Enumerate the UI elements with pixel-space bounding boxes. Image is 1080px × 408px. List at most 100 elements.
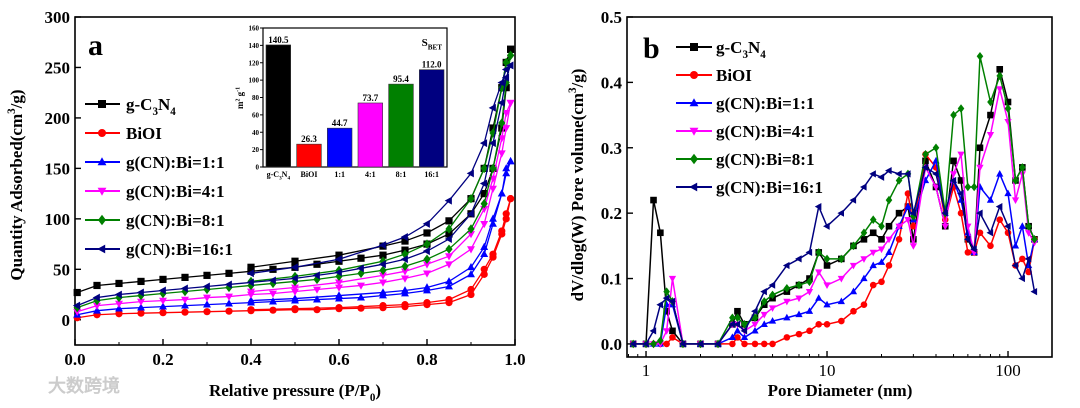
square-marker xyxy=(159,275,167,283)
triangle-down-marker xyxy=(379,279,387,287)
square-marker xyxy=(860,236,868,243)
y-tick-label: 0.0 xyxy=(601,335,622,354)
triangle-down-marker xyxy=(467,231,475,239)
triangle-up-marker xyxy=(181,301,189,309)
triangle-up-marker xyxy=(860,274,868,282)
triangle-up-marker xyxy=(97,157,107,166)
triangle-down-marker xyxy=(689,127,699,136)
triangle-left-marker xyxy=(679,340,686,348)
x-category-label: 16:1 xyxy=(424,170,439,179)
triangle-up-marker xyxy=(760,320,768,327)
triangle-up-marker xyxy=(506,157,515,165)
circle-marker xyxy=(987,242,994,250)
triangle-up-marker xyxy=(1004,189,1012,197)
triangle-down-marker xyxy=(751,321,759,329)
triangle-down-marker xyxy=(467,246,475,254)
triangle-up-marker xyxy=(502,164,511,172)
triangle-left-marker xyxy=(334,255,342,264)
x-category-label: 8:1 xyxy=(396,170,407,179)
circle-marker xyxy=(502,215,510,223)
triangle-left-marker xyxy=(642,340,649,348)
triangle-down-marker xyxy=(668,275,677,283)
diamond-marker xyxy=(489,163,497,174)
diamond-marker xyxy=(729,313,736,323)
triangle-up-marker xyxy=(497,189,506,197)
diamond-marker xyxy=(970,182,978,192)
triangle-down-marker xyxy=(949,171,958,178)
triangle-left-marker xyxy=(378,241,386,250)
triangle-down-marker xyxy=(73,308,82,317)
triangle-left-marker xyxy=(795,255,802,263)
triangle-up-marker xyxy=(467,262,475,271)
y-tick-label: 60 xyxy=(252,111,260,119)
circle-marker xyxy=(741,340,748,348)
triangle-left-marker xyxy=(668,297,676,306)
diamond-marker xyxy=(445,224,453,234)
y-tick-label: 160 xyxy=(249,25,260,33)
triangle-left-marker xyxy=(506,61,514,70)
panel-a-isotherm-chart: 0.0 0.2 0.4 0.6 0.8 1.0050100150200250300Rela… xyxy=(6,8,525,404)
x-tick-label: 0.2 xyxy=(152,350,173,369)
triangle-down-marker xyxy=(181,296,189,304)
triangle-up-marker xyxy=(115,304,123,312)
diamond-marker xyxy=(379,265,387,275)
square-marker xyxy=(669,327,676,335)
triangle-up-marker xyxy=(1011,241,1020,249)
y-axis-title: dV/dlog(W) Pore volume(cm3​/g) xyxy=(567,69,587,302)
legend-label: BiOI xyxy=(716,66,752,85)
triangle-left-marker xyxy=(400,233,408,241)
series-g(CN):Bi=4:1: g(CN):Bi=4:1 xyxy=(73,99,515,317)
circle-marker xyxy=(663,340,670,348)
circle-marker xyxy=(751,340,759,348)
triangle-left-marker xyxy=(689,182,698,192)
y-tick-label: 140 xyxy=(249,42,260,50)
y-tick-label: 80 xyxy=(252,94,260,102)
triangle-left-marker xyxy=(1030,287,1038,296)
triangle-up-marker xyxy=(849,287,858,295)
diamond-marker xyxy=(502,77,510,88)
diamond-marker xyxy=(838,254,845,264)
triangle-left-marker xyxy=(814,202,822,211)
square-marker xyxy=(690,43,698,51)
circle-marker xyxy=(690,71,698,79)
triangle-down-marker xyxy=(805,288,814,296)
circle-marker xyxy=(181,308,189,316)
triangle-left-marker xyxy=(837,209,844,217)
triangle-left-marker xyxy=(976,209,983,217)
y-tick-label: 250 xyxy=(45,58,71,77)
circle-marker xyxy=(291,305,299,313)
triangle-left-marker xyxy=(1024,255,1032,263)
series-g(CN):Bi=16:1: g(CN):Bi=16:1 xyxy=(629,163,1038,348)
triangle-down-marker xyxy=(159,297,167,305)
triangle-down-marker xyxy=(823,282,831,290)
triangle-left-marker xyxy=(400,255,408,264)
triangle-left-marker xyxy=(740,327,748,335)
diamond-marker xyxy=(922,150,929,159)
triangle-left-marker xyxy=(782,261,790,270)
diamond-marker xyxy=(1019,163,1026,172)
triangle-down-marker xyxy=(502,125,511,133)
triangle-left-marker xyxy=(356,264,364,273)
chart-title: SBET​ xyxy=(422,37,443,51)
y-tick-label: 120 xyxy=(249,59,260,67)
diamond-marker xyxy=(976,51,984,61)
triangle-down-marker xyxy=(895,223,903,231)
triangle-left-marker xyxy=(501,73,510,82)
adsorption-line xyxy=(76,49,512,294)
plot-frame xyxy=(626,16,1053,358)
triangle-up-marker xyxy=(733,326,742,334)
triangle-left-marker xyxy=(768,281,776,289)
triangle-left-marker xyxy=(72,301,81,310)
circle-marker xyxy=(823,321,831,328)
triangle-down-marker xyxy=(357,282,365,290)
triangle-left-marker xyxy=(963,235,971,243)
triangle-left-marker xyxy=(869,170,876,178)
square-marker xyxy=(489,124,497,132)
triangle-down-marker xyxy=(115,300,123,308)
triangle-left-marker xyxy=(823,222,830,230)
bar-value-label: 44.7 xyxy=(332,118,348,128)
triangle-left-marker xyxy=(805,248,813,257)
x-category-label: BiOI xyxy=(301,170,318,179)
circle-marker xyxy=(313,306,321,314)
